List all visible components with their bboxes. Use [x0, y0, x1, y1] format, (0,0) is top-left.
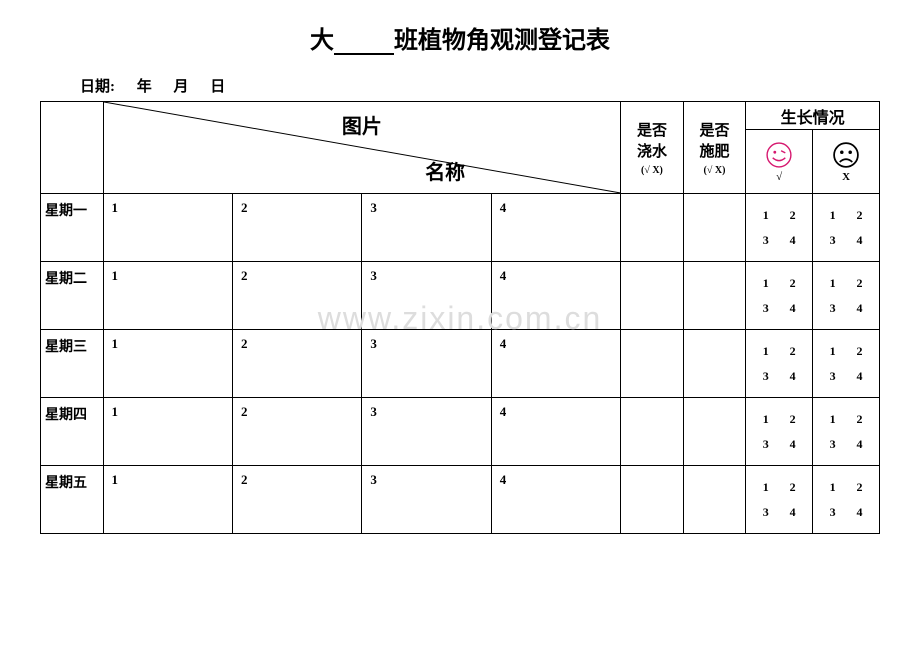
header-fert: 是否 施肥 (√ X) — [683, 102, 746, 194]
title-blank — [334, 35, 394, 55]
page-title: 大 班植物角观测登记表 — [40, 20, 880, 55]
cell: 1 — [103, 330, 232, 398]
cell: 4 — [491, 330, 620, 398]
day-label: 星期五 — [41, 466, 104, 534]
happy-face-header: √ — [746, 130, 813, 194]
cell: 2 — [232, 466, 361, 534]
table-row: 星期五 1 2 3 4 1234 1234 — [41, 466, 880, 534]
water-cell — [621, 330, 684, 398]
cell: 4 — [491, 262, 620, 330]
sad-cell: 1234 — [813, 398, 880, 466]
cell: 3 — [362, 398, 491, 466]
header-name: 名称 — [425, 156, 465, 185]
fert-cell — [683, 194, 746, 262]
cell: 2 — [232, 262, 361, 330]
day-label: 星期二 — [41, 262, 104, 330]
date-year: 年 — [137, 79, 152, 95]
cell: 2 — [232, 398, 361, 466]
water-cell — [621, 466, 684, 534]
title-suffix: 班植物角观测登记表 — [394, 28, 610, 54]
water-cell — [621, 194, 684, 262]
fert-cell — [683, 262, 746, 330]
cell: 3 — [362, 262, 491, 330]
day-label: 星期四 — [41, 398, 104, 466]
observation-table: 图片 名称 是否 浇水 (√ X) 是否 施肥 (√ X) 生长情况 √ — [40, 101, 880, 534]
diagonal-header: 图片 名称 — [103, 102, 621, 194]
cell: 1 — [103, 262, 232, 330]
cell: 2 — [232, 330, 361, 398]
cell: 4 — [491, 194, 620, 262]
sad-face-header: X — [813, 130, 880, 194]
cell: 3 — [362, 330, 491, 398]
cell: 1 — [103, 398, 232, 466]
day-label: 星期三 — [41, 330, 104, 398]
fert-cell — [683, 466, 746, 534]
happy-cell: 1234 — [746, 194, 813, 262]
table-row: 星期二 1 2 3 4 1234 1234 — [41, 262, 880, 330]
date-day: 日 — [210, 79, 225, 95]
cell: 2 — [232, 194, 361, 262]
sad-cell: 1234 — [813, 466, 880, 534]
cell: 3 — [362, 194, 491, 262]
date-label: 日期: — [80, 79, 115, 95]
fert-cell — [683, 330, 746, 398]
cell: 4 — [491, 398, 620, 466]
cell: 3 — [362, 466, 491, 534]
table-row: 星期三 1 2 3 4 1234 1234 — [41, 330, 880, 398]
fert-cell — [683, 398, 746, 466]
table-row: 星期四 1 2 3 4 1234 1234 — [41, 398, 880, 466]
happy-cell: 1234 — [746, 262, 813, 330]
header-growth: 生长情况 — [746, 102, 880, 130]
sad-cell: 1234 — [813, 262, 880, 330]
sad-cell: 1234 — [813, 330, 880, 398]
happy-cell: 1234 — [746, 466, 813, 534]
cell: 1 — [103, 466, 232, 534]
title-prefix: 大 — [310, 28, 334, 54]
day-label: 星期一 — [41, 194, 104, 262]
cell: 4 — [491, 466, 620, 534]
date-month: 月 — [174, 79, 189, 95]
happy-cell: 1234 — [746, 398, 813, 466]
header-image: 图片 — [342, 110, 382, 139]
table-row: 星期一 1 2 3 4 1234 1234 — [41, 194, 880, 262]
date-line: 日期: 年 月 日 — [80, 75, 880, 96]
happy-cell: 1234 — [746, 330, 813, 398]
cell: 1 — [103, 194, 232, 262]
sad-cell: 1234 — [813, 194, 880, 262]
water-cell — [621, 398, 684, 466]
water-cell — [621, 262, 684, 330]
header-water: 是否 浇水 (√ X) — [621, 102, 684, 194]
